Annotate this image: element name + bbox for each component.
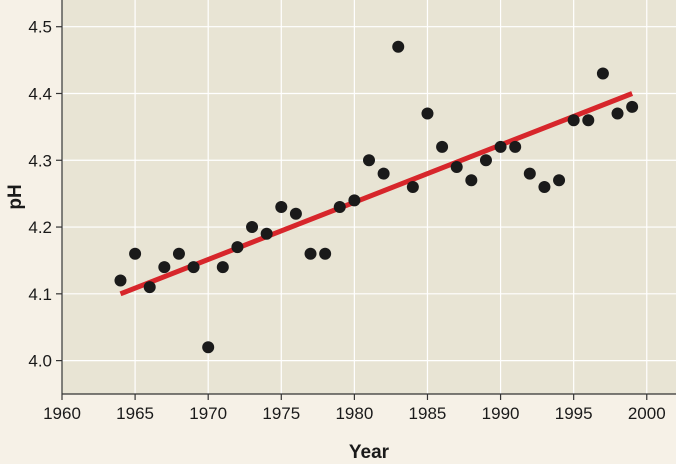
data-point xyxy=(363,154,375,167)
data-point xyxy=(304,247,317,260)
x-tick-label: 1995 xyxy=(555,404,593,423)
axes: 1960 1965 1970 1975 1980 1985 1990 1995 2000 4.0 4… xyxy=(28,0,676,423)
data-point xyxy=(260,227,273,240)
data-point xyxy=(523,167,536,180)
y-tick-label: 4.1 xyxy=(28,285,52,304)
data-point xyxy=(202,341,215,354)
data-point xyxy=(143,281,156,294)
y-tick-label: 4.3 xyxy=(28,151,52,170)
grid xyxy=(61,0,676,394)
data-point xyxy=(129,247,142,260)
x-tick-label: 1960 xyxy=(43,404,81,423)
data-point xyxy=(319,247,332,260)
data-point xyxy=(289,207,302,220)
data-point xyxy=(582,114,595,127)
x-tick-label: 1975 xyxy=(262,404,300,423)
data-point xyxy=(538,180,551,193)
data-point xyxy=(596,67,609,80)
data-point xyxy=(509,140,522,153)
y-tick-label: 4.5 xyxy=(28,18,52,37)
data-point xyxy=(114,274,127,287)
y-tick-label: 4.0 xyxy=(28,352,52,371)
data-point xyxy=(187,261,200,274)
data-point xyxy=(450,160,463,173)
data-point xyxy=(626,100,639,113)
trend-line-layer xyxy=(119,91,634,297)
data-point xyxy=(246,221,259,234)
data-point xyxy=(465,174,478,187)
x-tick-label: 1970 xyxy=(189,404,227,423)
data-point xyxy=(553,174,566,187)
data-point xyxy=(479,154,492,167)
data-point xyxy=(377,167,390,180)
data-point xyxy=(392,40,405,53)
data-point xyxy=(436,140,449,153)
data-point xyxy=(231,241,244,254)
data-point xyxy=(348,194,361,207)
data-point xyxy=(406,180,419,193)
data-point xyxy=(611,107,624,120)
data-point xyxy=(333,201,346,214)
x-tick-label: 1965 xyxy=(116,404,154,423)
x-tick-label: 1985 xyxy=(409,404,447,423)
data-points xyxy=(114,40,639,354)
y-tick-label: 4.2 xyxy=(28,218,52,237)
x-tick-label: 1980 xyxy=(335,404,373,423)
data-point xyxy=(158,261,171,274)
trend-line xyxy=(119,91,634,297)
data-point xyxy=(494,140,507,153)
data-point xyxy=(172,247,185,260)
y-tick-label: 4.4 xyxy=(28,84,52,103)
x-tick-label: 1990 xyxy=(482,404,520,423)
data-point xyxy=(421,107,434,120)
x-axis-title: Year xyxy=(349,442,390,463)
x-tick-label: 2000 xyxy=(628,404,666,423)
data-point xyxy=(567,114,580,127)
data-point xyxy=(216,261,229,274)
y-axis-title: pH xyxy=(5,184,26,209)
data-point xyxy=(275,201,288,214)
